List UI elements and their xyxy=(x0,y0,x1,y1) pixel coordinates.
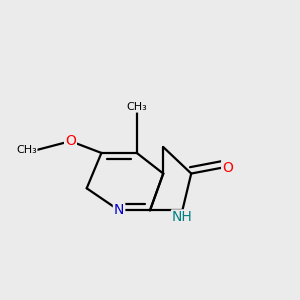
Text: CH₃: CH₃ xyxy=(16,145,37,155)
Text: CH₃: CH₃ xyxy=(126,102,147,112)
Text: N: N xyxy=(114,203,124,218)
Text: O: O xyxy=(222,161,233,175)
Text: NH: NH xyxy=(172,210,193,224)
Text: O: O xyxy=(65,134,76,148)
